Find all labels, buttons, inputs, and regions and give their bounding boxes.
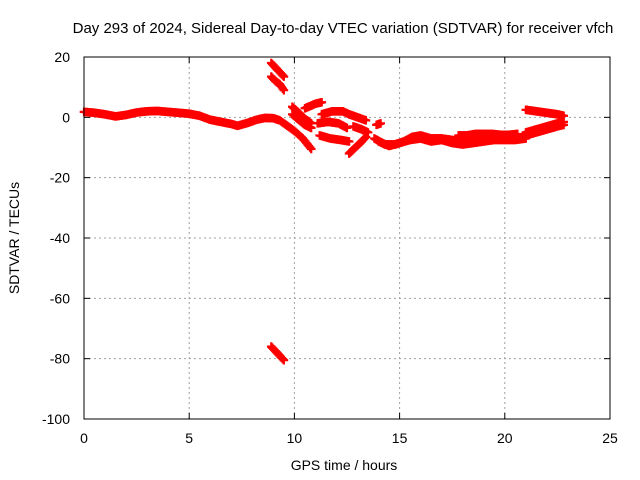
- data-point: [342, 123, 352, 133]
- series-arc-1: [79, 106, 291, 131]
- chart-title: Day 293 of 2024, Sidereal Day-to-day VTE…: [73, 20, 614, 37]
- data-point: [559, 111, 569, 121]
- series-arc-15: [372, 119, 385, 130]
- series-arc-2: [266, 58, 289, 81]
- y-tick-label: -60: [50, 290, 70, 306]
- series-arc-3: [266, 72, 289, 95]
- data-points: [79, 58, 569, 365]
- x-tick-label: 25: [602, 430, 618, 446]
- series-arc-13: [344, 110, 371, 125]
- data-point: [306, 144, 316, 154]
- series-arc-21: [521, 105, 569, 121]
- data-point: [279, 85, 289, 95]
- y-tick-label: 20: [54, 49, 70, 65]
- axis-ticks: [83, 56, 611, 420]
- data-point: [344, 137, 354, 146]
- data-point: [279, 355, 289, 365]
- series-arc-7: [287, 110, 316, 133]
- data-point: [317, 97, 327, 107]
- y-axis-label: SDTVAR / TECUs: [6, 182, 22, 294]
- x-tick-label: 15: [392, 430, 408, 446]
- y-tick-label: -20: [50, 170, 70, 186]
- data-point: [376, 119, 385, 128]
- series-arc-4: [266, 342, 289, 365]
- series-arc-11: [313, 117, 352, 133]
- y-tick-label: -100: [42, 411, 70, 427]
- series-arc-5: [281, 120, 316, 154]
- data-point: [306, 123, 316, 133]
- y-tick-label: -40: [50, 230, 70, 246]
- data-point: [361, 116, 371, 125]
- series-arc-14: [349, 122, 373, 137]
- x-tick-label: 5: [185, 430, 193, 446]
- data-point: [363, 128, 373, 137]
- x-tick-label: 20: [497, 430, 513, 446]
- data-point: [279, 72, 289, 81]
- x-axis-label: GPS time / hours: [291, 457, 398, 473]
- series-arc-8: [300, 97, 327, 113]
- series-arc-18: [454, 129, 522, 140]
- series-arc-9: [315, 131, 354, 146]
- tick-labels: 0 5 10 15 20 25 -100 -80 -60 -40 -20 0 20: [42, 49, 618, 446]
- x-tick-label: 10: [287, 430, 303, 446]
- y-tick-label: 0: [62, 109, 70, 125]
- series-arc-12: [344, 132, 371, 158]
- data-point: [513, 129, 522, 139]
- y-tick-label: -80: [50, 351, 70, 367]
- x-tick-label: 0: [80, 430, 88, 446]
- series-arc-10: [317, 107, 354, 119]
